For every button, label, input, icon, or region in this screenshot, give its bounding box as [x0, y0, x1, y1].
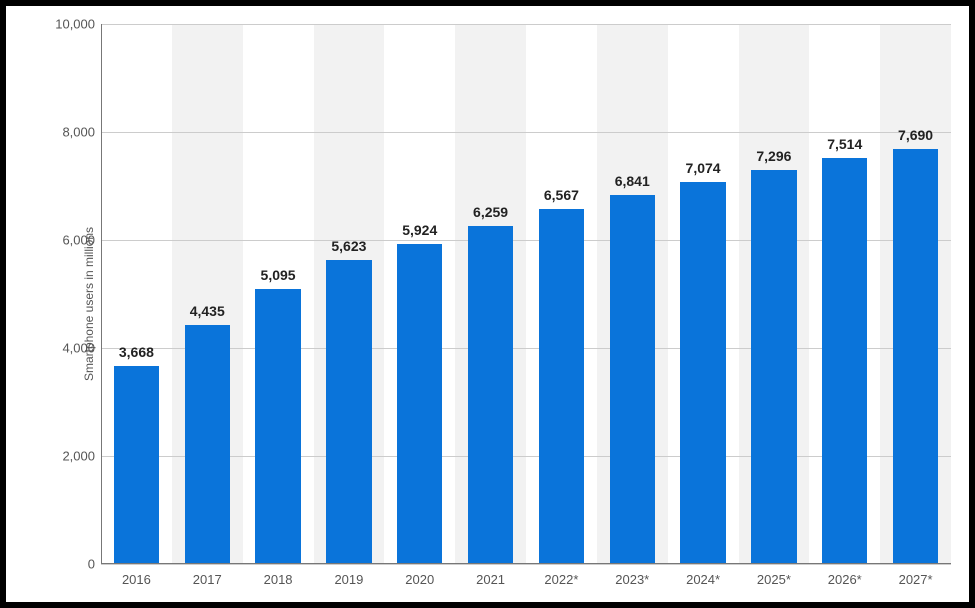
bar-value-label: 7,514 — [827, 136, 862, 152]
plot-area: 3,668 4,435 5,095 5,623 5,924 6,259 6,567 6,841… — [101, 24, 951, 564]
bar-value-label: 3,668 — [119, 344, 154, 360]
y-tick-label: 10,000 — [55, 17, 101, 32]
chart-frame: Smartphone users in millions 3,668 4,435 5… — [0, 0, 975, 608]
x-axis-line — [101, 563, 951, 564]
y-tick-label: 6,000 — [62, 233, 101, 248]
x-tick-label: 2027* — [899, 572, 933, 587]
bar: 3,668 — [114, 366, 159, 564]
bar: 6,841 — [610, 195, 655, 564]
x-tick-label: 2019 — [334, 572, 363, 587]
bar-value-label: 7,296 — [756, 148, 791, 164]
bar-value-label: 5,095 — [261, 267, 296, 283]
bar: 7,074 — [680, 182, 725, 564]
bar-value-label: 6,567 — [544, 187, 579, 203]
y-tick-label: 2,000 — [62, 449, 101, 464]
y-tick-label: 4,000 — [62, 341, 101, 356]
x-tick-label: 2023* — [615, 572, 649, 587]
bar: 5,095 — [255, 289, 300, 564]
y-axis-label: Smartphone users in millions — [82, 227, 96, 381]
x-tick-label: 2025* — [757, 572, 791, 587]
chart: Smartphone users in millions 3,668 4,435 5… — [6, 6, 969, 602]
bar-value-label: 5,924 — [402, 222, 437, 238]
bar: 7,514 — [822, 158, 867, 564]
y-tick-label: 0 — [88, 557, 101, 572]
x-tick-label: 2026* — [828, 572, 862, 587]
bar-value-label: 6,841 — [615, 173, 650, 189]
bar: 4,435 — [185, 325, 230, 564]
bar-value-label: 7,074 — [686, 160, 721, 176]
x-tick-label: 2018 — [264, 572, 293, 587]
bar: 6,259 — [468, 226, 513, 564]
x-tick-label: 2017 — [193, 572, 222, 587]
bar-value-label: 5,623 — [331, 238, 366, 254]
x-tick-label: 2021 — [476, 572, 505, 587]
bar: 6,567 — [539, 209, 584, 564]
x-tick-label: 2022* — [544, 572, 578, 587]
y-tick-label: 8,000 — [62, 125, 101, 140]
x-tick-label: 2016 — [122, 572, 151, 587]
bars-layer: 3,668 4,435 5,095 5,623 5,924 6,259 6,567 6,841… — [101, 24, 951, 564]
y-axis-line — [101, 24, 102, 564]
bar: 7,690 — [893, 149, 938, 564]
x-tick-label: 2024* — [686, 572, 720, 587]
bar-value-label: 6,259 — [473, 204, 508, 220]
bar-value-label: 4,435 — [190, 303, 225, 319]
bar: 5,924 — [397, 244, 442, 564]
x-axis-labels: 2016 2017 2018 2019 2020 2021 2022* 2023* 2024* 2… — [101, 564, 951, 594]
bar: 7,296 — [751, 170, 796, 564]
x-tick-label: 2020 — [405, 572, 434, 587]
bar: 5,623 — [326, 260, 371, 564]
bar-value-label: 7,690 — [898, 127, 933, 143]
